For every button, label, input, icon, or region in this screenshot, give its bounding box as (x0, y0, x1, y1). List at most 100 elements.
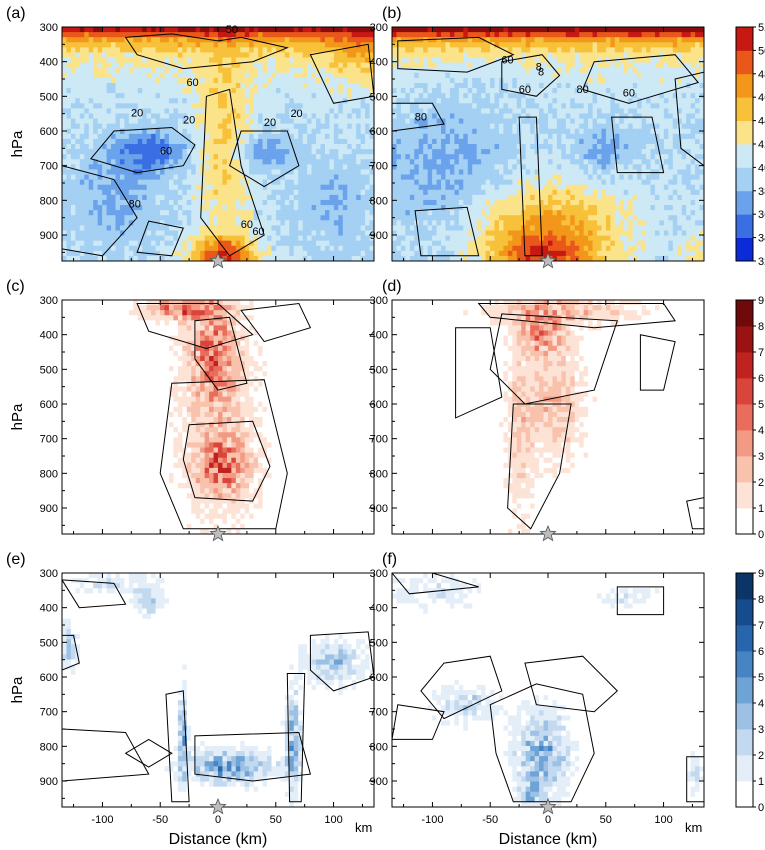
heatmap-cell (177, 174, 183, 181)
heatmap-cell (476, 52, 482, 59)
heatmap-cell (512, 149, 518, 155)
heatmap-cell (191, 174, 197, 181)
heatmap-cell (365, 27, 371, 33)
heatmap-cell (543, 128, 549, 135)
heatmap-cell (329, 27, 335, 33)
heatmap-cell (298, 169, 304, 176)
heatmap-cell (155, 184, 161, 191)
heatmap-cell (146, 225, 152, 232)
heatmap-cell (302, 255, 308, 261)
heatmap-cell (137, 32, 143, 38)
heatmap-cell (151, 220, 157, 226)
heatmap-cell (530, 88, 536, 94)
heatmap-cell (338, 118, 344, 125)
heatmap-cell (209, 215, 215, 221)
heatmap-cell (338, 93, 344, 99)
heatmap-cell (226, 159, 232, 165)
heatmap-cell (160, 179, 166, 186)
heatmap-cell (70, 113, 76, 120)
heatmap-cell (311, 82, 317, 89)
heatmap-cell (552, 37, 558, 43)
heatmap-cell (133, 108, 139, 115)
heatmap-cell (195, 108, 201, 115)
heatmap-cell (209, 32, 215, 38)
heatmap-cell (485, 108, 491, 115)
heatmap-cell (275, 255, 281, 261)
heatmap-cell (539, 47, 545, 54)
heatmap-cell (258, 98, 264, 104)
heatmap-cell (146, 93, 152, 99)
heatmap-cell (168, 113, 175, 120)
heatmap-cell (200, 72, 206, 79)
heatmap-cell (226, 118, 232, 125)
heatmap-cell (311, 88, 317, 94)
heatmap-cell (463, 32, 469, 38)
heatmap-cell (182, 27, 188, 33)
heatmap-cell (200, 230, 206, 237)
heatmap-cell (226, 37, 232, 43)
heatmap-cell (534, 179, 540, 186)
heatmap-cell (490, 138, 496, 145)
heatmap-cell (66, 230, 72, 237)
heatmap-cell (155, 255, 161, 261)
heatmap-cell (70, 149, 76, 155)
heatmap-cell (226, 67, 232, 74)
heatmap-cell (79, 62, 85, 69)
heatmap-cell (284, 154, 290, 160)
heatmap-cell (454, 37, 460, 43)
heatmap-cell (490, 113, 496, 120)
heatmap-cell (97, 154, 103, 160)
heatmap-cell (226, 225, 232, 232)
heatmap-cell (458, 72, 464, 79)
heatmap-cell (476, 154, 482, 160)
heatmap-cell (458, 133, 464, 140)
heatmap-cell (445, 57, 451, 64)
heatmap-cell (106, 128, 112, 135)
heatmap-cell (449, 235, 455, 242)
heatmap-cell (436, 164, 442, 171)
heatmap-cell (333, 245, 339, 252)
heatmap-cell (137, 133, 143, 140)
heatmap-cell (226, 184, 232, 191)
heatmap-cell (79, 72, 85, 79)
heatmap-cell (173, 67, 179, 74)
heatmap-cell (240, 184, 246, 191)
heatmap-cell (102, 93, 108, 99)
heatmap-cell (333, 250, 339, 257)
heatmap-cell (360, 159, 366, 165)
heatmap-cell (311, 230, 317, 237)
heatmap-cell (414, 164, 420, 171)
heatmap-cell (133, 118, 139, 125)
heatmap-cell (490, 245, 496, 252)
heatmap-cell (244, 32, 250, 38)
heatmap-cell (173, 255, 179, 261)
heatmap-cell (164, 184, 170, 191)
heatmap-cell (79, 47, 85, 54)
heatmap-cell (298, 67, 304, 74)
heatmap-cell (414, 77, 420, 84)
heatmap-cell (494, 179, 500, 186)
heatmap-cell (168, 149, 175, 155)
heatmap-cell (530, 194, 536, 201)
heatmap-cell (298, 189, 304, 196)
heatmap-cell (209, 169, 215, 176)
heatmap-cell (490, 255, 496, 261)
heatmap-cell (191, 169, 197, 176)
heatmap-cell (191, 189, 197, 196)
heatmap-cell (521, 37, 527, 43)
heatmap-cell (481, 42, 487, 48)
heatmap-cell (396, 77, 402, 84)
heatmap-cell (218, 149, 224, 155)
heatmap-cell (106, 220, 112, 226)
heatmap-cell (342, 103, 348, 109)
heatmap-cell (418, 174, 424, 181)
heatmap-cell (552, 144, 558, 150)
heatmap-cell (329, 128, 335, 135)
heatmap-cell (293, 128, 299, 135)
heatmap-cell (463, 174, 469, 181)
heatmap-cell (405, 235, 411, 242)
heatmap-cell (454, 138, 460, 145)
heatmap-cell (195, 169, 201, 176)
heatmap-cell (231, 255, 237, 261)
heatmap-cell (182, 164, 188, 171)
